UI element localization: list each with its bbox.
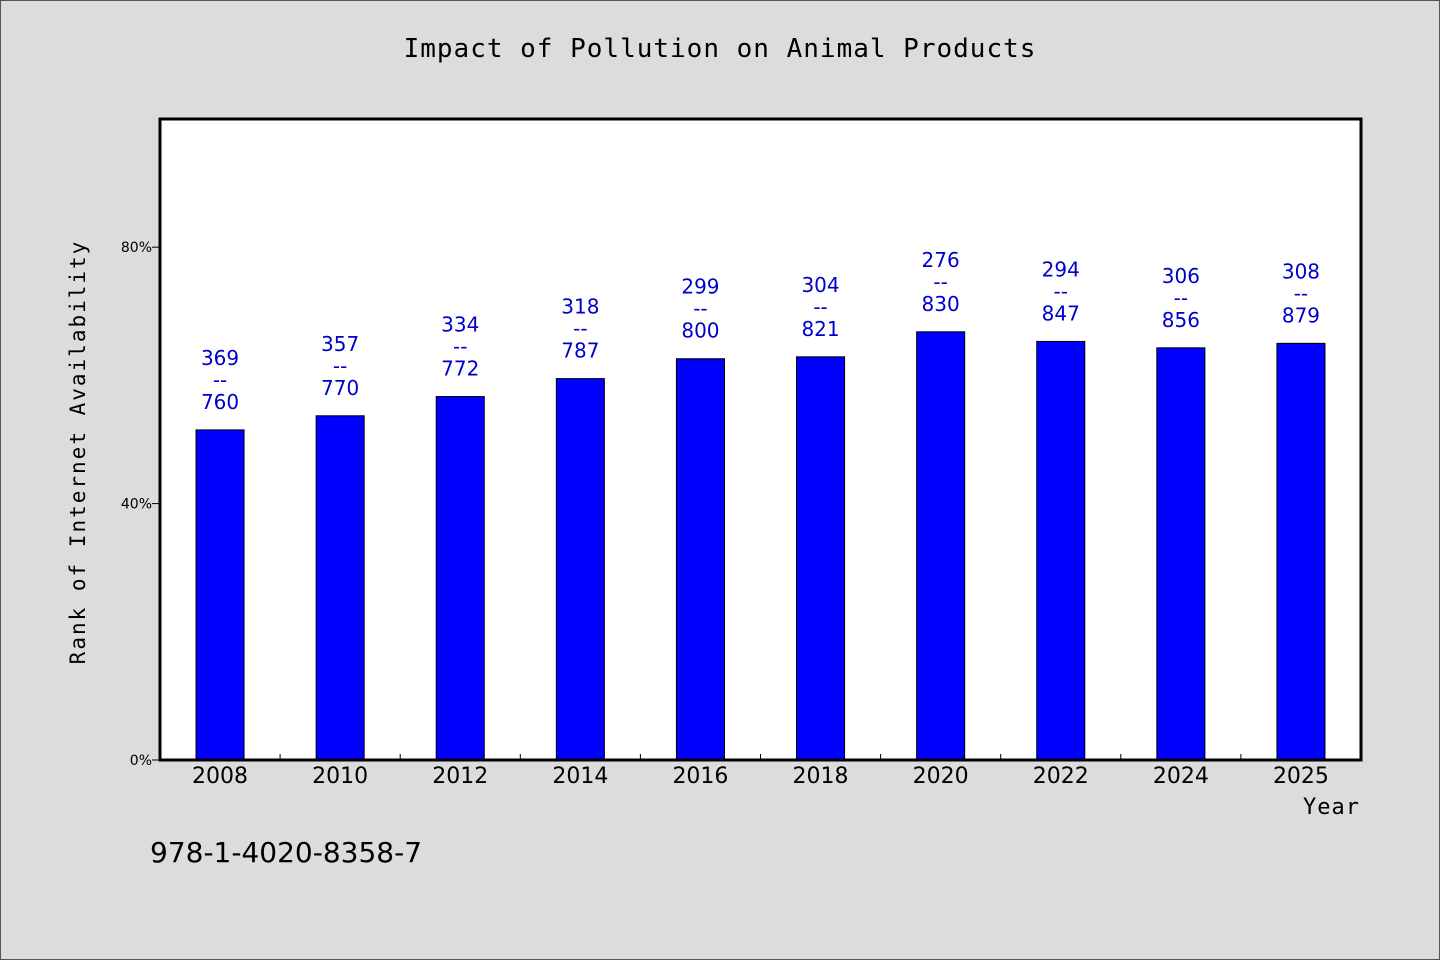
x-tick-label-2008: 2008 bbox=[192, 764, 248, 789]
data-label-2016-1: -- bbox=[693, 297, 707, 321]
data-label-2012-2: 772 bbox=[441, 357, 479, 381]
data-label-2025-1: -- bbox=[1294, 281, 1308, 305]
data-label-2010-1: -- bbox=[333, 354, 347, 378]
bar-2025 bbox=[1276, 342, 1326, 761]
data-label-2010-2: 770 bbox=[321, 376, 359, 400]
data-label-2022-1: -- bbox=[1054, 279, 1068, 303]
data-label-2020-1: -- bbox=[933, 270, 947, 294]
y-tick-label-40: 40% bbox=[121, 497, 152, 513]
bar-2022 bbox=[1036, 340, 1086, 761]
bar-2018 bbox=[796, 356, 846, 761]
data-label-2024-1: -- bbox=[1174, 286, 1188, 310]
bar-2024 bbox=[1156, 347, 1206, 761]
y-tick-label-80: 80% bbox=[121, 240, 152, 256]
x-tick-label-2020: 2020 bbox=[913, 764, 969, 789]
data-label-2024-2: 856 bbox=[1162, 308, 1200, 332]
data-label-2014-2: 787 bbox=[561, 339, 599, 363]
bar-2016 bbox=[675, 358, 725, 761]
x-tick-label-2022: 2022 bbox=[1033, 764, 1089, 789]
data-label-2018-1: -- bbox=[813, 295, 827, 319]
data-label-2020-2: 830 bbox=[922, 292, 960, 316]
x-tick-label-2012: 2012 bbox=[432, 764, 488, 789]
data-label-2018-2: 821 bbox=[801, 317, 839, 341]
x-tick-label-2016: 2016 bbox=[672, 764, 728, 789]
x-tick-label-2025: 2025 bbox=[1273, 764, 1329, 789]
data-label-2010-0: 357 bbox=[321, 332, 359, 356]
x-axis-label: Year bbox=[1303, 795, 1360, 820]
data-label-2022-2: 847 bbox=[1042, 301, 1080, 325]
data-label-2024-0: 306 bbox=[1162, 264, 1200, 288]
data-label-2025-0: 308 bbox=[1282, 259, 1320, 283]
plot-border bbox=[158, 117, 1363, 762]
bar-2020 bbox=[916, 331, 966, 761]
data-label-2012-1: -- bbox=[453, 335, 467, 359]
data-label-2014-1: -- bbox=[573, 317, 587, 341]
bars-group bbox=[195, 331, 1326, 761]
data-label-2016-0: 299 bbox=[681, 275, 719, 299]
bar-2010 bbox=[315, 415, 365, 761]
data-label-2018-0: 304 bbox=[801, 273, 839, 297]
x-tick-label-2024: 2024 bbox=[1153, 764, 1209, 789]
bar-2012 bbox=[435, 396, 485, 761]
data-label-2008-2: 760 bbox=[201, 390, 239, 414]
data-label-2012-0: 334 bbox=[441, 313, 479, 337]
y-tick-label-0: 0% bbox=[130, 753, 152, 769]
isbn-code: 978-1-4020-8358-7 bbox=[150, 836, 423, 869]
data-label-2022-0: 294 bbox=[1042, 257, 1080, 281]
data-label-2016-2: 800 bbox=[681, 319, 719, 343]
x-tick-label-2014: 2014 bbox=[552, 764, 608, 789]
bar-2008 bbox=[195, 429, 245, 761]
chart-title: Impact of Pollution on Animal Products bbox=[403, 34, 1037, 64]
data-label-2020-0: 276 bbox=[922, 248, 960, 272]
data-label-2008-0: 369 bbox=[201, 346, 239, 370]
x-tick-label-2010: 2010 bbox=[312, 764, 368, 789]
data-label-2025-2: 879 bbox=[1282, 303, 1320, 327]
x-tick-label-2018: 2018 bbox=[793, 764, 849, 789]
data-labels-group: 369--760357--770334--772318--787299--800… bbox=[201, 248, 1320, 414]
bar-2014 bbox=[555, 378, 605, 761]
data-label-2008-1: -- bbox=[213, 368, 227, 392]
axes-group: 2008 2010 2012 2014 2016 2018 2020 2022 2024 2025… bbox=[121, 240, 1329, 789]
data-label-2014-0: 318 bbox=[561, 295, 599, 319]
